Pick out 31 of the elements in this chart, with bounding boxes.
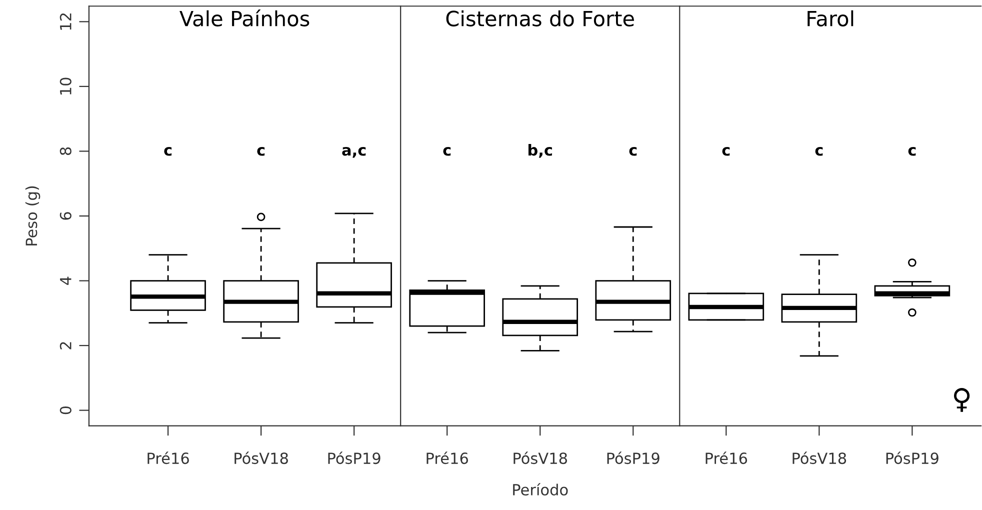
annotation: c <box>908 147 916 156</box>
chart-title: Vale Paínhos <box>180 9 310 26</box>
y-tick-label: 0 <box>60 406 72 414</box>
annotation: a,c <box>342 147 366 158</box>
x-tick-label: PósP19 <box>328 452 380 464</box>
x-tick-label: Pré16 <box>148 452 189 464</box>
annotation: c <box>164 147 172 156</box>
x-tick-label: PósV18 <box>234 452 288 464</box>
chart-title: Cisternas do Forte <box>446 10 634 26</box>
x-axis-title: Período <box>513 483 568 496</box>
y-tick-label: 4 <box>60 276 72 285</box>
annotation: c <box>257 147 265 156</box>
x-tick-label: PósV18 <box>514 452 567 464</box>
annotation: c <box>815 147 823 156</box>
annotation: c <box>629 147 637 156</box>
x-tick-label: PósP19 <box>886 452 938 464</box>
x-tick-label: Pré16 <box>426 452 468 464</box>
annotation: ♀ <box>954 388 970 412</box>
y-tick-label: 2 <box>60 342 72 350</box>
annotation: c <box>722 147 730 156</box>
x-tick-label: PósP19 <box>607 452 660 464</box>
x-tick-label: PósV18 <box>792 452 846 464</box>
y-tick-label: 6 <box>60 212 72 220</box>
y-tick-label: 12 <box>60 13 72 30</box>
y-tick-label: 10 <box>60 78 72 94</box>
x-tick-label: Pré16 <box>706 452 748 464</box>
chart-title: Farol <box>808 10 854 26</box>
annotation: b,c <box>528 144 552 158</box>
y-axis-title: Peso (g) <box>25 186 40 246</box>
annotation: c <box>443 147 451 156</box>
y-tick-label: 8 <box>60 147 72 156</box>
